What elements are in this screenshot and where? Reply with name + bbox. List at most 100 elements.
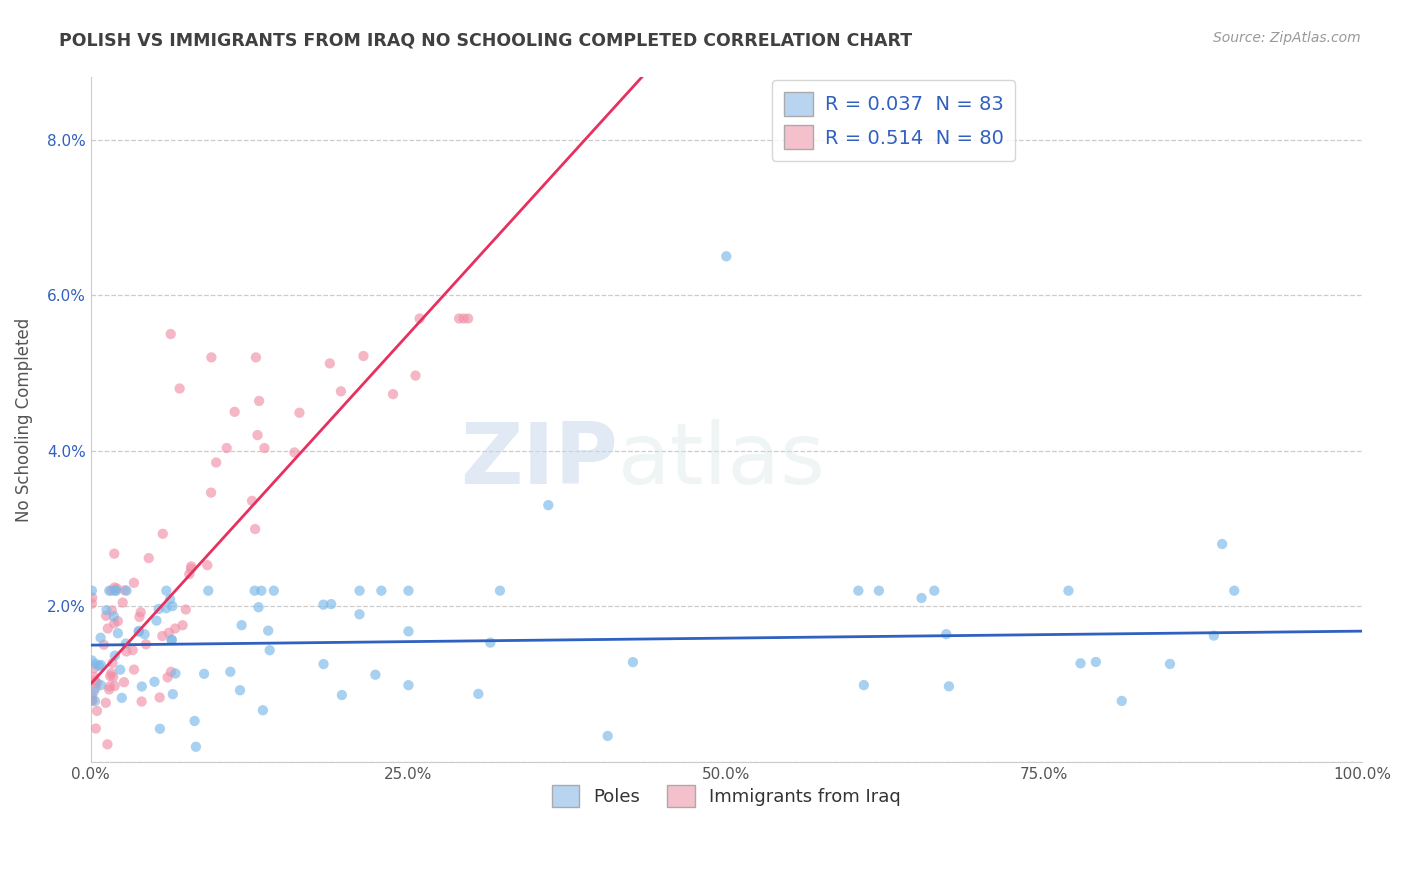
Point (453, 311, 475, 326)
Point (243, 522, 266, 536)
Point (160, 665, 183, 679)
Point (96, 603, 118, 617)
Point (152, 526, 174, 541)
Point (105, 583, 128, 598)
Point (247, 600, 270, 615)
Point (330, 688, 353, 702)
Point (1159, 657, 1181, 671)
Point (716, 249, 738, 263)
Point (537, 498, 560, 512)
Point (250, 583, 273, 598)
Point (195, 558, 218, 573)
Point (321, 597, 343, 611)
Point (94, 696, 117, 710)
Point (103, 547, 125, 561)
Point (245, 351, 267, 365)
Point (240, 493, 263, 508)
Point (96, 737, 118, 751)
Point (349, 607, 371, 622)
Point (80, 653, 103, 667)
Point (105, 582, 128, 596)
Legend: Poles, Immigrants from Iraq: Poles, Immigrants from Iraq (544, 778, 908, 814)
Point (115, 644, 138, 658)
Point (84, 657, 107, 671)
Point (97, 622, 120, 636)
Point (103, 581, 125, 595)
Point (84, 722, 107, 736)
Point (94, 608, 117, 623)
Point (101, 603, 124, 617)
Point (122, 575, 145, 590)
Point (86, 676, 108, 690)
Point (134, 627, 156, 641)
Point (83, 684, 105, 698)
Point (924, 583, 946, 598)
Point (180, 559, 202, 574)
Point (84, 694, 107, 708)
Point (283, 445, 305, 459)
Point (382, 387, 405, 401)
Point (87, 658, 110, 673)
Point (157, 625, 180, 640)
Text: atlas: atlas (619, 419, 827, 502)
Point (82, 690, 104, 704)
Point (312, 598, 335, 612)
Point (98, 669, 121, 683)
Point (93, 638, 115, 652)
Point (253, 441, 276, 455)
Point (114, 583, 136, 598)
Point (162, 599, 184, 614)
Y-axis label: No Schooling Completed: No Schooling Completed (15, 318, 32, 522)
Point (100, 666, 122, 681)
Point (131, 694, 153, 708)
Point (107, 626, 129, 640)
Point (852, 678, 875, 692)
Point (155, 601, 177, 615)
Point (868, 583, 890, 598)
Point (115, 583, 138, 598)
Point (162, 687, 184, 701)
Point (103, 609, 125, 624)
Point (219, 665, 242, 679)
Point (98, 583, 121, 598)
Point (82, 591, 104, 605)
Point (103, 670, 125, 684)
Point (135, 637, 157, 651)
Point (98, 682, 121, 697)
Text: POLISH VS IMMIGRANTS FROM IRAQ NO SCHOOLING COMPLETED CORRELATION CHART: POLISH VS IMMIGRANTS FROM IRAQ NO SCHOOL… (59, 31, 912, 49)
Point (224, 405, 246, 419)
Point (131, 680, 153, 694)
Point (165, 666, 187, 681)
Point (160, 633, 183, 648)
Point (90, 658, 112, 673)
Point (1223, 583, 1246, 598)
Point (938, 679, 960, 693)
Point (405, 368, 427, 383)
Point (111, 596, 134, 610)
Point (183, 714, 205, 728)
Point (1070, 657, 1092, 671)
Point (86, 704, 108, 718)
Point (128, 624, 150, 638)
Point (1057, 583, 1080, 598)
Point (114, 636, 136, 650)
Point (122, 663, 145, 677)
Point (165, 622, 187, 636)
Point (111, 690, 134, 705)
Point (83, 661, 105, 675)
Point (80, 694, 103, 708)
Point (398, 583, 420, 598)
Point (149, 722, 172, 736)
Point (101, 656, 124, 670)
Point (172, 618, 194, 632)
Point (252, 703, 274, 717)
Point (98, 680, 121, 694)
Point (288, 406, 311, 420)
Point (145, 614, 167, 628)
Point (257, 624, 280, 638)
Point (104, 583, 127, 598)
Point (231, 618, 253, 632)
Point (84, 673, 107, 688)
Point (184, 739, 207, 754)
Point (180, 562, 202, 576)
